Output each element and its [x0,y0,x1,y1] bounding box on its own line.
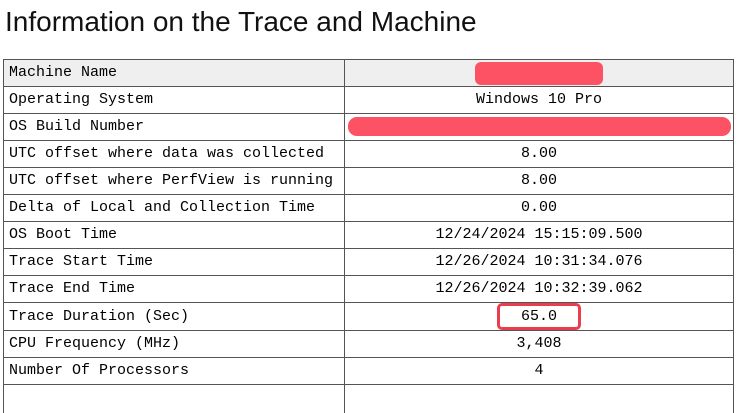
table-row-os-boot-time: OS Boot Time 12/24/2024 15:15:09.500 [3,221,734,249]
row-label: Trace End Time [3,275,345,303]
row-label: Operating System [3,86,345,114]
duration-highlight-box: 65.0 [496,303,581,330]
table-row-trace-start-time: Trace Start Time 12/26/2024 10:31:34.076 [3,248,734,276]
redaction-box-machine-name [475,61,603,85]
row-label: Delta of Local and Collection Time [3,194,345,222]
row-value: 3,408 [344,330,734,359]
row-value: 65.0 [344,301,734,332]
row-label [3,384,345,413]
table-row-trace-end-time: Trace End Time 12/26/2024 10:32:39.062 [3,275,734,303]
row-label: CPU Frequency (MHz) [3,330,345,359]
duration-value: 65.0 [520,308,557,325]
row-label: UTC offset where data was collected [3,140,345,168]
table-row-utc-offset-running: UTC offset where PerfView is running 8.0… [3,167,734,195]
table-row-number-of-processors: Number Of Processors 4 [3,357,734,386]
table-row-operating-system: Operating System Windows 10 Pro [3,86,734,114]
row-value: 4 [344,357,734,386]
row-label: UTC offset where PerfView is running [3,167,345,195]
row-value: 8.00 [344,140,734,168]
row-value [344,384,734,413]
row-label: OS Build Number [3,113,345,141]
row-label: Trace Start Time [3,248,345,276]
trace-info-table-wrap: Machine Name Operating System Windows 10… [3,59,735,413]
table-row-partial [3,384,734,413]
table-row-os-build-number: OS Build Number _ [3,113,734,141]
row-value: 12/26/2024 10:32:39.062 [344,275,734,303]
row-label: Number Of Processors [3,357,345,386]
row-label: Trace Duration (Sec) [3,301,345,332]
row-label: Machine Name [3,59,345,87]
table-row-delta-time: Delta of Local and Collection Time 0.00 [3,194,734,222]
table-row-utc-offset-collected: UTC offset where data was collected 8.00 [3,140,734,168]
trace-info-table: Machine Name Operating System Windows 10… [3,59,734,413]
row-value: 8.00 [344,167,734,195]
row-value: 12/26/2024 10:31:34.076 [344,248,734,276]
row-label: OS Boot Time [3,221,345,249]
table-row-machine-name: Machine Name [3,59,734,87]
row-value: 12/24/2024 15:15:09.500 [344,221,734,249]
table-row-cpu-frequency: CPU Frequency (MHz) 3,408 [3,330,734,359]
table-row-trace-duration: Trace Duration (Sec) 65.0 [3,301,734,332]
row-value: 0.00 [344,194,734,222]
redaction-bar-os-build [348,117,731,136]
page-title: Information on the Trace and Machine [5,6,477,37]
row-value: _ [344,113,734,141]
row-value: Windows 10 Pro [344,86,734,114]
row-value [344,59,734,87]
